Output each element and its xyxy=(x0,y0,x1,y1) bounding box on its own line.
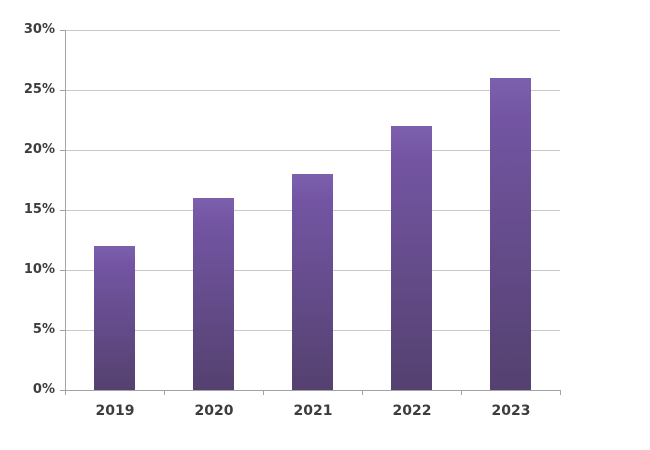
y-tick-mark-20 xyxy=(60,150,65,151)
y-tick-mark-15 xyxy=(60,210,65,211)
bar-2020 xyxy=(193,198,234,390)
y-gridline-20 xyxy=(65,150,560,151)
y-tick-mark-5 xyxy=(60,330,65,331)
y-tick-mark-0 xyxy=(60,390,65,391)
y-axis-tick-label: 5% xyxy=(32,322,55,337)
y-axis-tick-label: 30% xyxy=(23,22,55,37)
x-tick-mark-0 xyxy=(65,390,66,395)
y-tick-mark-25 xyxy=(60,90,65,91)
y-axis-tick-label: 15% xyxy=(23,202,55,217)
y-tick-mark-30 xyxy=(60,30,65,31)
y-axis-tick-label: 20% xyxy=(23,142,55,157)
bar-2019 xyxy=(94,246,135,390)
x-tick-mark-3 xyxy=(362,390,363,395)
bar-2023 xyxy=(490,78,531,390)
y-tick-mark-10 xyxy=(60,270,65,271)
y-gridline-30 xyxy=(65,30,560,31)
x-axis-line xyxy=(65,390,561,391)
x-axis-label-2023: 2023 xyxy=(491,403,531,419)
x-tick-mark-4 xyxy=(461,390,462,395)
x-tick-mark-2 xyxy=(263,390,264,395)
y-gridline-25 xyxy=(65,90,560,91)
y-axis-tick-label: 10% xyxy=(23,262,55,277)
y-axis-line xyxy=(65,30,66,390)
y-axis-tick-label: 25% xyxy=(23,82,55,97)
x-axis-label-2019: 2019 xyxy=(95,403,135,419)
x-tick-mark-1 xyxy=(164,390,165,395)
bar-2022 xyxy=(391,126,432,390)
y-axis-tick-label: 0% xyxy=(32,382,55,397)
bar-2021 xyxy=(292,174,333,390)
x-axis-label-2021: 2021 xyxy=(293,403,333,419)
x-axis-label-2020: 2020 xyxy=(194,403,234,419)
x-tick-mark-5 xyxy=(560,390,561,395)
x-axis-label-2022: 2022 xyxy=(392,403,432,419)
